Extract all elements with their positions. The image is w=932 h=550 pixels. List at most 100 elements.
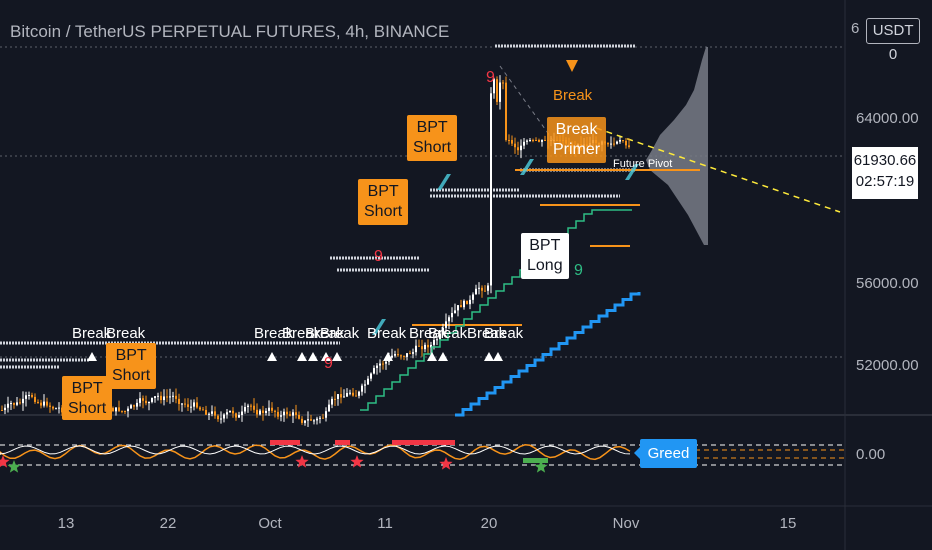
signal-marker-icon bbox=[520, 159, 534, 175]
candle-body bbox=[385, 361, 387, 364]
bpt-short-label: BPT Short bbox=[62, 376, 113, 420]
buy-star-icon bbox=[534, 460, 548, 473]
candle-body bbox=[427, 344, 429, 348]
candle-body bbox=[376, 365, 378, 369]
candle-body bbox=[46, 401, 48, 406]
break-label: Break bbox=[282, 325, 322, 342]
sell-star-icon bbox=[295, 455, 309, 468]
sequential-count: 9 bbox=[574, 262, 583, 279]
signal-marker-icon bbox=[625, 164, 639, 180]
candle-body bbox=[502, 82, 504, 84]
candle-body bbox=[229, 410, 231, 413]
candle-body bbox=[277, 411, 279, 417]
break-marker-icon bbox=[427, 352, 437, 361]
candle-body bbox=[193, 402, 195, 407]
bar-countdown: 02:57:19 bbox=[855, 173, 915, 190]
candle-body bbox=[424, 344, 426, 350]
candle-body bbox=[541, 140, 543, 142]
candle-body bbox=[448, 317, 450, 322]
candle-body bbox=[232, 410, 234, 414]
candle-body bbox=[22, 398, 24, 404]
candle-body bbox=[373, 368, 375, 374]
break-label: Break bbox=[467, 325, 507, 342]
candle-body bbox=[607, 143, 609, 145]
break-label: Break bbox=[553, 87, 593, 104]
time-axis-label: 22 bbox=[159, 515, 177, 532]
break-marker-icon bbox=[332, 352, 342, 361]
candle-body bbox=[25, 395, 27, 399]
candle-body bbox=[379, 363, 381, 366]
candle-body bbox=[139, 398, 141, 403]
candle-body bbox=[19, 402, 21, 404]
candle-body bbox=[202, 409, 204, 411]
break-marker-icon bbox=[321, 352, 331, 361]
candle-body bbox=[157, 395, 159, 397]
trailing-stop-line bbox=[455, 292, 641, 417]
currency-selector[interactable]: USDT 0 bbox=[866, 18, 920, 63]
candle-body bbox=[37, 401, 39, 403]
break-label: Break bbox=[106, 325, 146, 342]
break-label: Break bbox=[254, 325, 294, 342]
candle-body bbox=[508, 140, 510, 141]
candle-body bbox=[346, 393, 348, 397]
candle-body bbox=[184, 403, 186, 405]
break-label: Break bbox=[409, 325, 449, 342]
candle-body bbox=[1, 410, 3, 411]
candle-body bbox=[283, 411, 285, 416]
candle-body bbox=[217, 415, 219, 420]
candle-body bbox=[286, 411, 288, 415]
candle-body bbox=[343, 396, 345, 398]
candle-body bbox=[292, 412, 294, 416]
candle-body bbox=[265, 410, 267, 413]
candle-body bbox=[259, 410, 261, 415]
candle-body bbox=[481, 287, 483, 291]
candle-body bbox=[55, 408, 57, 410]
candle-body bbox=[10, 403, 12, 405]
candle-body bbox=[457, 305, 459, 311]
candle-body bbox=[532, 140, 534, 141]
break-label: Break bbox=[320, 325, 360, 342]
sentiment-badge: Greed bbox=[640, 439, 697, 468]
price-axis-label: 56000.00 bbox=[856, 275, 919, 292]
candle-body bbox=[451, 313, 453, 318]
candle-body bbox=[445, 321, 447, 328]
candle-body bbox=[460, 305, 462, 308]
sell-star-icon bbox=[0, 455, 10, 468]
candle-body bbox=[466, 300, 468, 305]
candle-body bbox=[31, 395, 33, 397]
candle-body bbox=[628, 145, 630, 147]
candle-body bbox=[199, 407, 201, 410]
candle-body bbox=[352, 392, 354, 396]
candle-body bbox=[310, 419, 312, 421]
break-primer-label: Break Primer bbox=[547, 117, 607, 163]
candle-body bbox=[355, 395, 357, 397]
price-axis-label: 64000.00 bbox=[856, 110, 919, 127]
candle-body bbox=[181, 403, 183, 405]
greed-bar bbox=[392, 440, 455, 445]
candle-body bbox=[169, 396, 171, 398]
candle-body bbox=[358, 391, 360, 396]
break-marker-icon bbox=[87, 352, 97, 361]
currency-label: USDT bbox=[872, 22, 914, 39]
time-axis-label: Oct bbox=[258, 515, 282, 532]
candle-body bbox=[463, 300, 465, 308]
candle-body bbox=[301, 418, 303, 423]
candle-body bbox=[223, 414, 225, 419]
signal-marker-icon bbox=[372, 319, 386, 335]
candle-body bbox=[349, 392, 351, 394]
candle-body bbox=[430, 344, 432, 348]
time-axis-label: Nov bbox=[612, 515, 640, 532]
candle-body bbox=[484, 290, 486, 292]
clipped-axis-label: 6 bbox=[851, 20, 860, 37]
time-axis-label: 13 bbox=[57, 515, 75, 532]
signal-marker-icon bbox=[437, 174, 451, 190]
currency-dropdown-value: 0 bbox=[888, 46, 898, 63]
candle-body bbox=[619, 140, 621, 142]
candle-body bbox=[472, 294, 474, 300]
current-price: 61930.66 bbox=[853, 152, 917, 169]
candle-body bbox=[610, 143, 612, 145]
candle-body bbox=[235, 413, 237, 418]
candle-body bbox=[163, 396, 165, 401]
sequential-count: 9 bbox=[486, 69, 495, 86]
